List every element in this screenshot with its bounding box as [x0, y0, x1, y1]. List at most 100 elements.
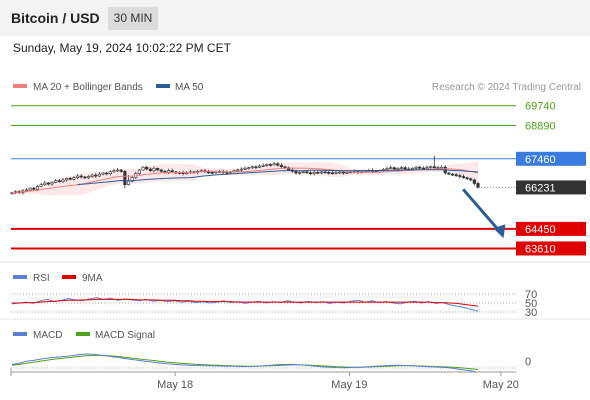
candle-body: [116, 169, 120, 172]
legend-swatch-macd-signal: [76, 332, 90, 336]
candle-body: [421, 167, 425, 170]
candle-body: [392, 167, 396, 170]
candle-body: [389, 167, 393, 169]
legend-swatch-rsi: [13, 275, 27, 279]
candle-body: [276, 163, 280, 166]
candle-body: [105, 172, 109, 175]
price-levels: [11, 105, 516, 250]
candle-body: [86, 176, 91, 179]
rsi-level-label: 70: [525, 289, 537, 301]
candle-body: [159, 169, 163, 172]
candle-body: [396, 168, 400, 170]
candle-body: [148, 168, 152, 171]
instrument-title: Bitcoin / USD: [11, 10, 100, 26]
candle-body: [170, 170, 174, 173]
candle-body: [79, 175, 83, 178]
rsi-9ma-line: [12, 298, 479, 307]
candle-body: [429, 166, 433, 169]
candle-body: [123, 171, 127, 185]
candle-body: [298, 172, 302, 174]
candle-body: [239, 168, 243, 171]
candle-body: [319, 171, 324, 174]
candle-body: [450, 173, 455, 176]
x-axis-ticks: May 18 May 19 May 20: [10, 368, 519, 391]
candle-body: [236, 169, 240, 172]
timeframe-badge[interactable]: 30 MIN: [108, 7, 158, 30]
ma50-line: [77, 169, 479, 186]
level-tag-box: [516, 180, 586, 195]
rsi-level-label: 30: [525, 307, 537, 319]
level-tag-box: [516, 221, 586, 236]
candle-body: [469, 178, 473, 181]
level-tag-69740: 69740: [525, 101, 556, 113]
candle-body: [97, 173, 101, 177]
x-tick-label: May 19: [331, 379, 367, 391]
candle-body: [447, 172, 451, 175]
candle-body: [210, 172, 214, 174]
candle-body: [399, 167, 404, 169]
legend-swatch-ma50: [156, 84, 170, 88]
candle-body: [403, 167, 407, 170]
macd-line: [11, 353, 479, 373]
candle-body: [301, 171, 305, 174]
price-level-tags: 69740 68890 67460 66231 64450 63610: [516, 101, 586, 256]
chart-datetime: Sunday, May 19, 2024 10:02:22 PM CET: [13, 41, 231, 55]
candle-body: [294, 171, 298, 174]
legend-label-ma20: MA 20 + Bollinger Bands: [33, 82, 143, 93]
candle-body: [24, 189, 29, 192]
candle-body: [75, 175, 80, 178]
candle-body: [243, 168, 247, 170]
candle-body: [472, 179, 476, 184]
chart-header: Bitcoin / USD 30 MIN: [0, 0, 590, 36]
candle-body: [410, 168, 415, 170]
candle-body: [32, 187, 36, 190]
candle-body: [268, 164, 273, 166]
moving-averages: [11, 167, 479, 194]
candle-body: [323, 171, 327, 174]
ma20-line: [11, 167, 479, 194]
candle-body: [65, 178, 69, 181]
candle-body: [305, 171, 309, 174]
candle-body: [50, 182, 54, 185]
level-tag-63610: 63610: [525, 243, 556, 255]
candle-body: [46, 182, 50, 185]
candle-body: [330, 172, 334, 175]
level-tag-66231: 66231: [525, 182, 556, 194]
rsi-level-label: 50: [525, 298, 537, 310]
legend-swatch-9ma: [62, 275, 76, 279]
candle-body: [458, 175, 462, 177]
candle-body: [312, 172, 316, 175]
candle-body: [316, 172, 320, 174]
candle-body: [385, 168, 389, 170]
candle-body: [90, 174, 94, 177]
rsi-line: [11, 297, 479, 312]
bollinger-band-area: [12, 161, 478, 196]
candle-body: [166, 170, 171, 173]
candle-body: [279, 165, 283, 168]
legend-label-macd: MACD: [33, 330, 62, 341]
candle-body: [454, 174, 458, 176]
price-legend: MA 20 + Bollinger Bands MA 50 Research ©…: [13, 82, 581, 93]
candle-body: [432, 166, 436, 169]
forecast-arrow-shaft: [462, 188, 502, 234]
candle-body: [207, 171, 211, 174]
candle-body: [28, 187, 32, 191]
candle-body: [345, 172, 349, 174]
x-tick-label: May 18: [157, 379, 193, 391]
candle-body: [261, 165, 265, 167]
macd-legend: MACD MACD Signal: [13, 330, 155, 341]
candle-body: [145, 166, 149, 170]
macd-signal-line: [11, 354, 479, 370]
x-tick-label: May 20: [483, 379, 519, 391]
candle-body: [257, 165, 262, 168]
forecast-arrow: [462, 188, 506, 239]
candle-body: [39, 184, 43, 187]
candle-body: [247, 167, 251, 169]
macd-zero-label: 0: [525, 356, 531, 368]
candle-body: [476, 183, 480, 188]
candle-body: [414, 166, 418, 169]
candle-body: [254, 166, 258, 169]
candle-body: [272, 163, 276, 166]
